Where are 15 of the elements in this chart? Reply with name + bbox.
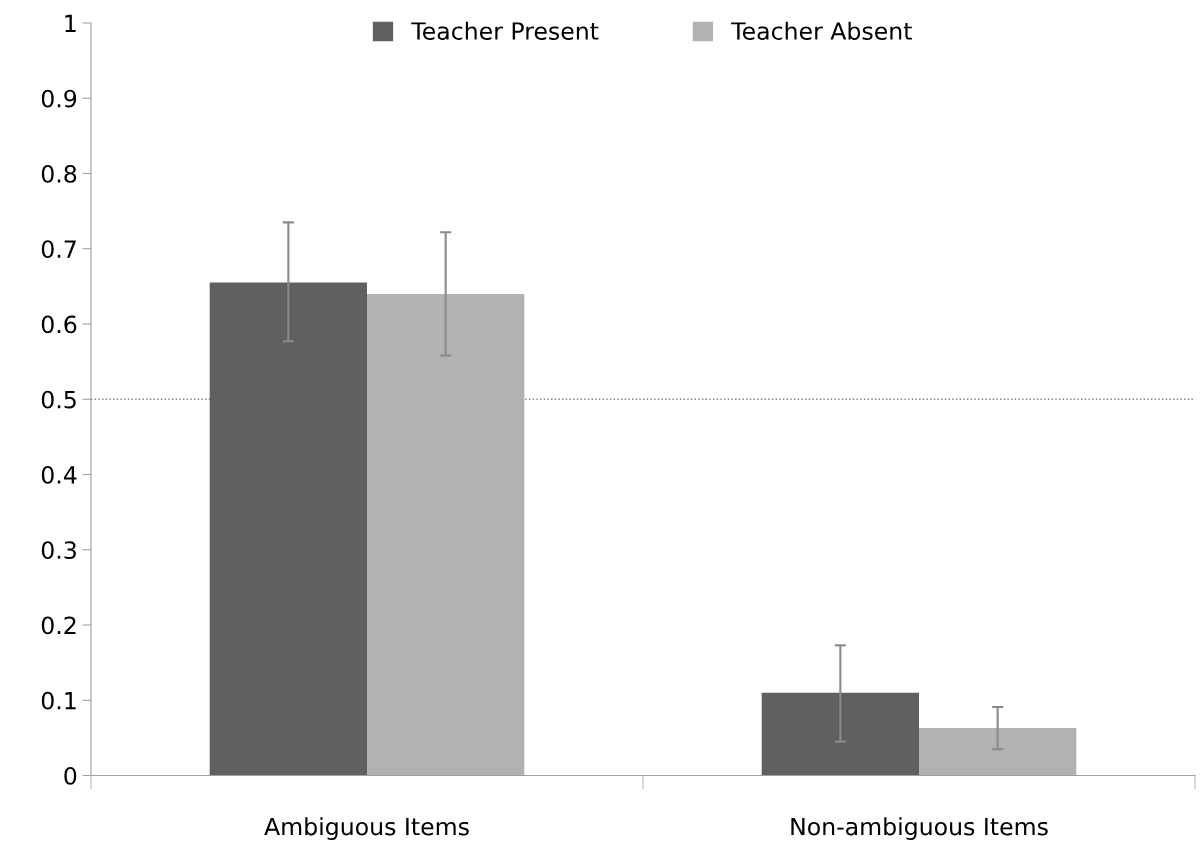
x-tick-label: Ambiguous Items (264, 817, 469, 841)
legend-label: Teacher Absent (731, 21, 912, 40)
x-tick-label: Non-ambiguous Items (791, 817, 1048, 841)
y-tick-label: 1 (65, 14, 76, 32)
y-tick-label: 0.7 (41, 240, 76, 259)
y-tick-label: 0.3 (41, 541, 76, 560)
y-tick-label: 0.1 (41, 691, 76, 710)
y-tick-label: 0.2 (41, 616, 76, 635)
legend-label: Teacher Present (411, 21, 599, 40)
y-tick-label: 0.4 (41, 465, 77, 484)
y-tick-label: 0 (64, 766, 77, 785)
y-tick-label: 0.6 (41, 315, 77, 334)
y-tick-label: 0.8 (41, 164, 77, 183)
y-tick-label: 0.9 (41, 89, 77, 108)
y-tick-label: 0.5 (41, 390, 76, 409)
